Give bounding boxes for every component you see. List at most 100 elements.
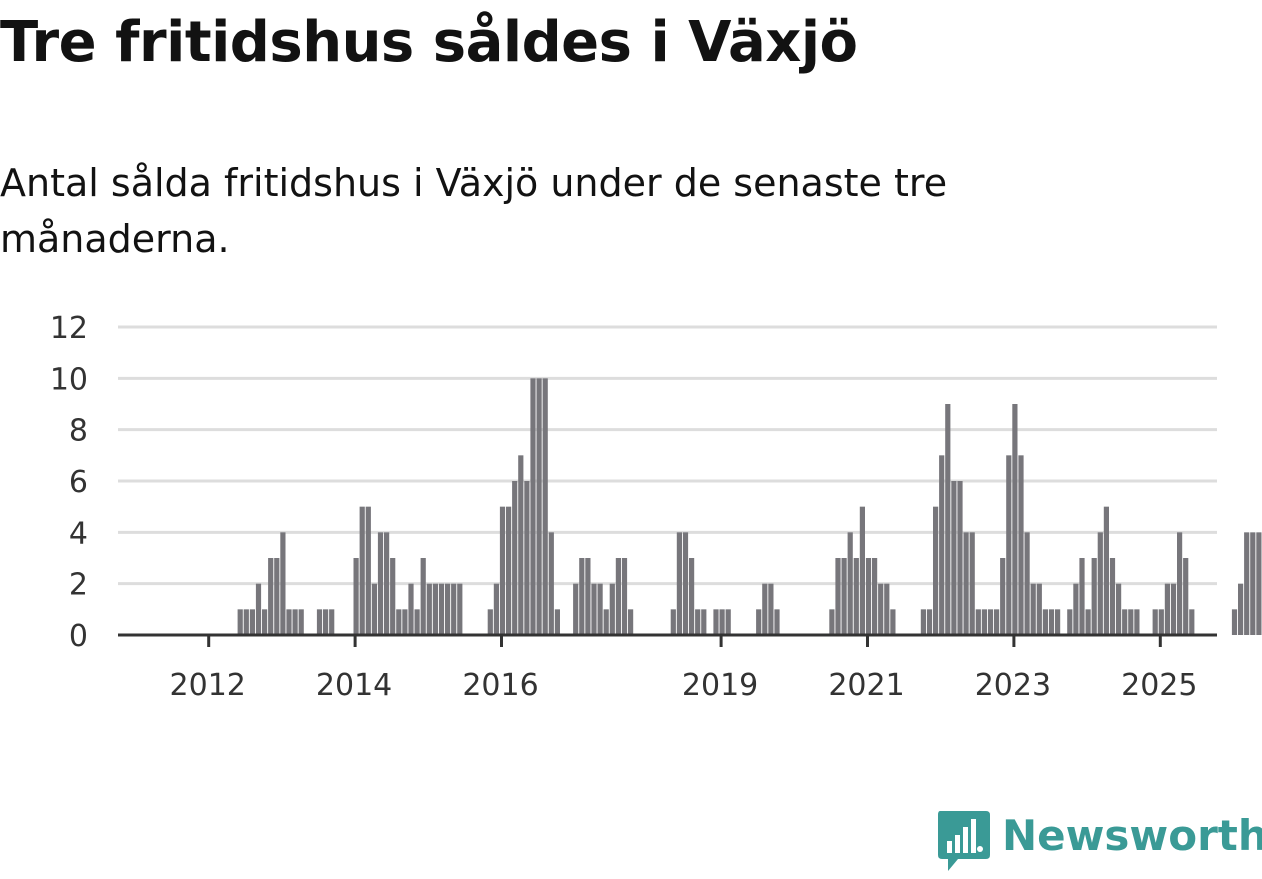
y-tick-label: 10 — [50, 362, 88, 397]
y-tick-label: 0 — [69, 619, 88, 654]
bar — [756, 609, 762, 635]
bar — [963, 532, 969, 635]
bar — [390, 558, 396, 635]
bar — [969, 532, 975, 635]
bar — [987, 609, 994, 635]
bar — [445, 583, 451, 635]
x-tick-label: 2014 — [316, 668, 392, 703]
bar — [865, 558, 872, 635]
bar — [1177, 532, 1183, 635]
bar — [1006, 455, 1012, 635]
grid-lines — [118, 325, 1217, 586]
bar — [530, 378, 536, 635]
chart-title: Tre fritidshus såldes i Växjö — [0, 10, 858, 75]
newsworthy-logo[interactable]: Newsworthy — [936, 809, 1262, 879]
bar — [689, 558, 695, 635]
bar — [280, 532, 286, 635]
bar — [573, 583, 579, 635]
bar — [402, 609, 408, 635]
bar — [1042, 609, 1048, 635]
bar — [396, 609, 402, 635]
bar — [713, 609, 719, 635]
bar — [1018, 455, 1024, 635]
bar — [1055, 609, 1061, 635]
bar — [292, 609, 298, 635]
bar — [1189, 609, 1195, 635]
bar — [518, 455, 524, 635]
bar — [981, 609, 987, 635]
newsworthy-wordmark: Newsworthy — [1002, 811, 1262, 860]
bar — [835, 558, 841, 635]
bar — [493, 583, 499, 635]
bar — [237, 609, 243, 635]
bar — [853, 558, 859, 635]
bar — [243, 609, 249, 635]
bar — [1152, 609, 1158, 635]
bar — [1079, 558, 1085, 635]
x-axis: 2012 2014 2016 2019 2021 2023 2025 — [118, 633, 1217, 703]
bar — [316, 609, 323, 635]
bar — [975, 609, 981, 635]
bar — [1012, 404, 1018, 635]
bar — [1170, 583, 1177, 635]
bar — [1183, 558, 1189, 635]
bar — [676, 532, 682, 635]
y-tick-label: 4 — [69, 516, 88, 551]
bar — [591, 583, 597, 635]
bar — [353, 558, 359, 635]
bar — [524, 481, 530, 635]
bar — [939, 455, 945, 635]
bar — [670, 609, 676, 635]
bar — [603, 609, 609, 635]
bar — [920, 609, 926, 635]
bar — [1238, 583, 1244, 635]
bar — [1134, 609, 1140, 635]
bar — [506, 506, 512, 635]
bar — [384, 532, 390, 635]
bar — [951, 481, 957, 635]
bar — [359, 506, 365, 635]
chart-subtitle: Antal sålda fritidshus i Växjö under de … — [0, 161, 948, 261]
bar — [585, 558, 591, 635]
bar — [945, 404, 951, 635]
bar — [438, 583, 445, 635]
bar — [1048, 609, 1055, 635]
bar — [457, 583, 463, 635]
bar — [274, 558, 280, 635]
bar — [628, 609, 634, 635]
bar — [1158, 609, 1164, 635]
bar — [323, 609, 329, 635]
bar — [1024, 532, 1030, 635]
bar — [1164, 583, 1170, 635]
bar — [451, 583, 457, 635]
bar — [426, 583, 432, 635]
bar — [719, 609, 725, 635]
bar — [286, 609, 292, 635]
bar — [365, 506, 371, 635]
bar — [1000, 558, 1006, 635]
bar — [682, 532, 689, 635]
bar — [609, 583, 615, 635]
bar — [1073, 583, 1079, 635]
bar — [414, 609, 420, 635]
bar — [548, 532, 554, 635]
bar — [377, 532, 384, 635]
bar — [774, 609, 780, 635]
bar — [249, 609, 255, 635]
y-axis: 0 2 4 6 8 10 12 — [50, 311, 88, 654]
bar — [512, 481, 518, 635]
y-tick-label: 6 — [69, 465, 88, 500]
bar — [878, 583, 884, 635]
bar — [1103, 506, 1109, 635]
y-tick-label: 2 — [69, 568, 88, 603]
bar — [1231, 609, 1238, 635]
bar — [859, 506, 865, 635]
bar — [542, 378, 548, 635]
bar — [408, 583, 414, 635]
bar — [554, 609, 560, 635]
bar — [1036, 583, 1042, 635]
bar — [890, 609, 896, 635]
bar — [1030, 583, 1036, 635]
bar — [371, 583, 377, 635]
